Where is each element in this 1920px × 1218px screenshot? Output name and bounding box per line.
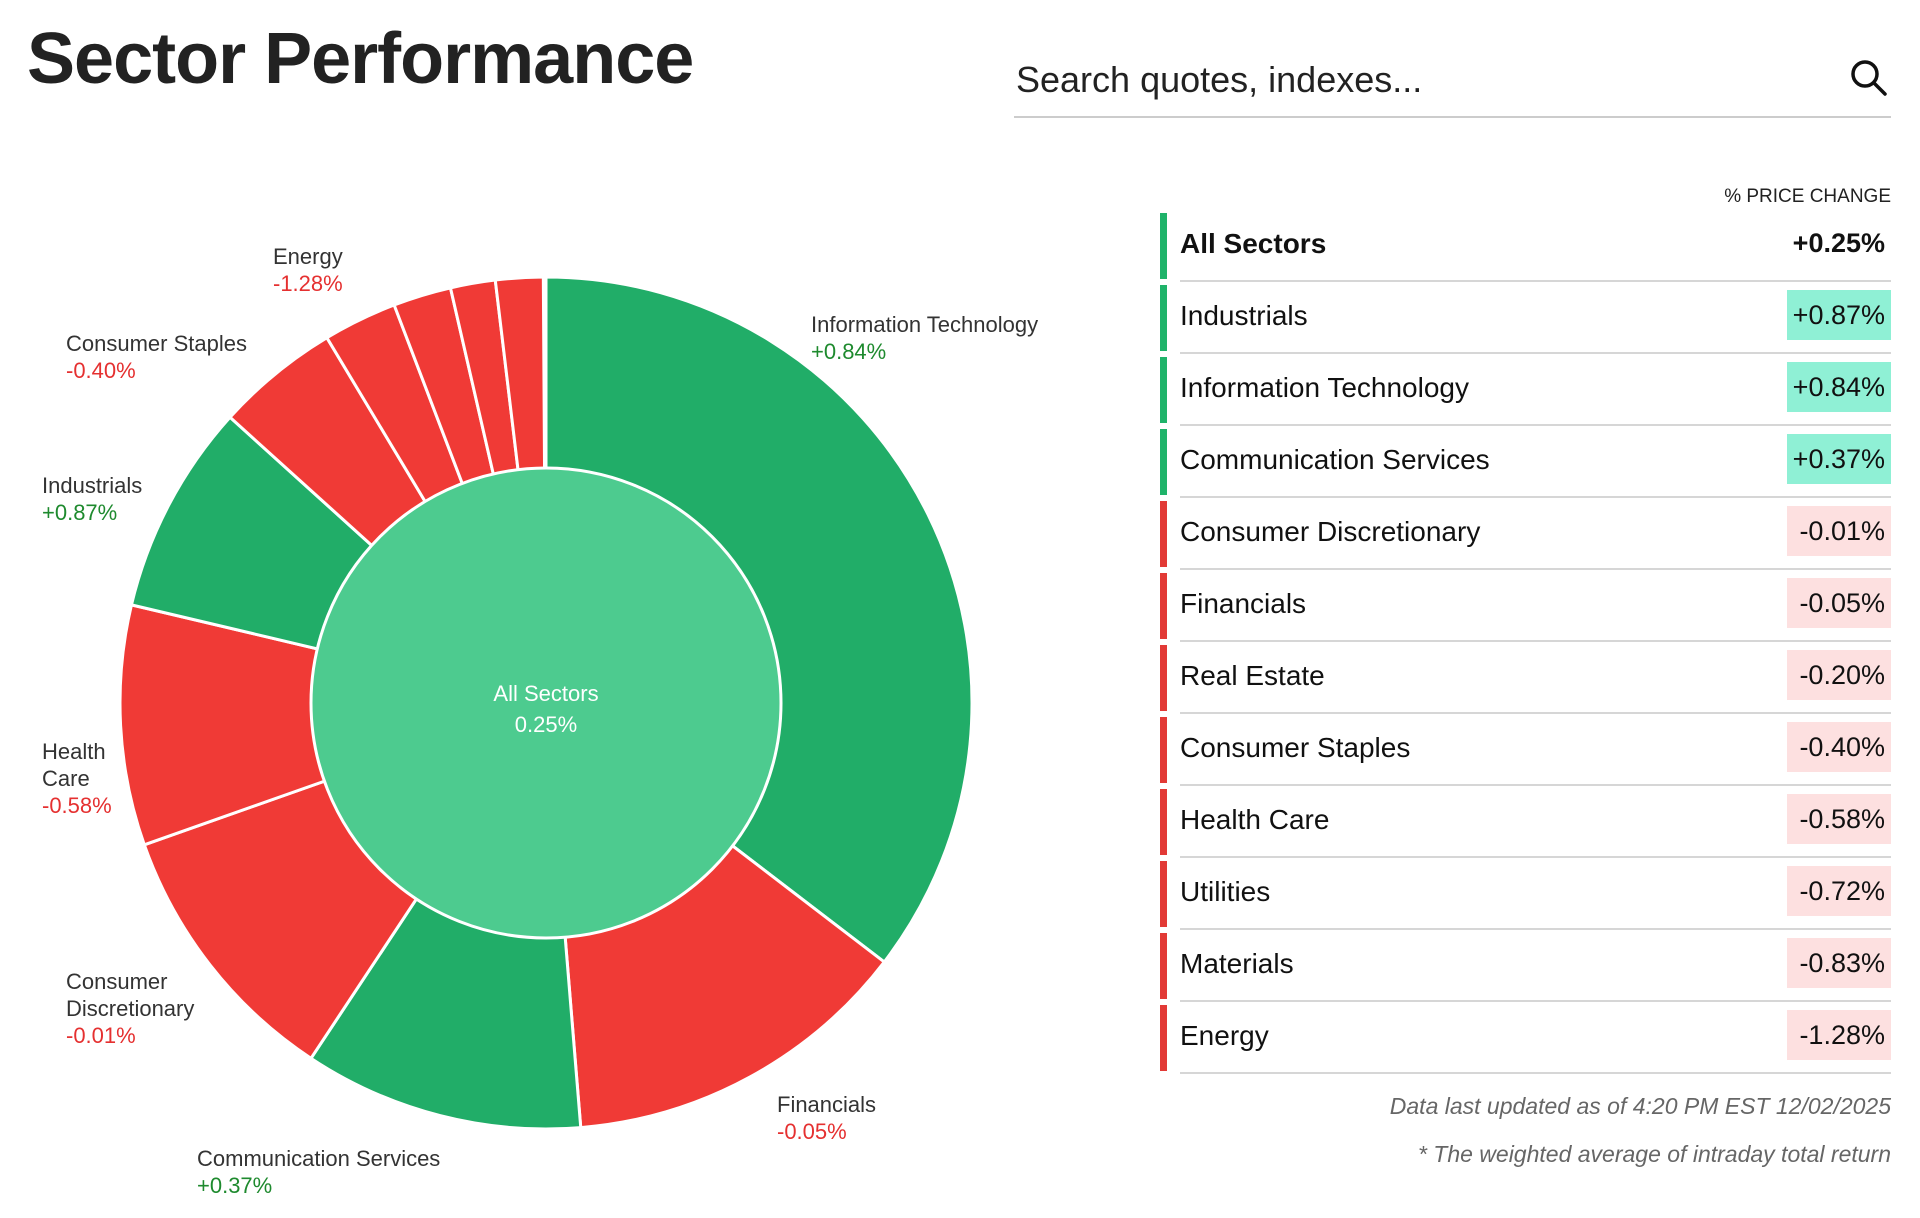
sector-name: Real Estate: [1180, 660, 1325, 691]
row-divider: [1180, 784, 1891, 786]
label-name: Industrials: [42, 473, 143, 498]
center-all-sectors[interactable]: [309, 466, 783, 940]
row-divider: [1180, 1000, 1891, 1002]
row-divider: [1180, 712, 1891, 714]
label-name: Financials: [777, 1092, 877, 1117]
table-row[interactable]: Information Technology +0.84%: [1160, 354, 1891, 426]
table-row[interactable]: Consumer Discretionary -0.01%: [1160, 498, 1891, 570]
label-value: -0.05%: [777, 1119, 847, 1144]
sector-name: Health Care: [1180, 804, 1330, 835]
label-value: -0.58%: [42, 793, 112, 818]
sector-name: Industrials: [1180, 300, 1308, 331]
page-title: Sector Performance: [27, 19, 694, 99]
price-change-badge: +0.87%: [1786, 290, 1891, 340]
row-indicator-bar: [1160, 501, 1167, 567]
center-value: 0.25%: [515, 712, 577, 737]
row-indicator-bar: [1160, 285, 1167, 351]
sector-name: Information Technology: [1180, 372, 1469, 403]
search-bar: [1014, 48, 1891, 118]
label-health-care: Health Care -0.58%: [42, 738, 112, 819]
row-divider: [1180, 352, 1891, 354]
label-name: Care: [42, 766, 90, 791]
sector-name: Energy: [1180, 1020, 1269, 1051]
table-row[interactable]: Energy -1.28%: [1160, 1002, 1891, 1074]
row-indicator-bar: [1160, 645, 1167, 711]
label-name: Health: [42, 739, 106, 764]
price-change-badge: -0.40%: [1787, 722, 1891, 772]
row-divider: [1180, 856, 1891, 858]
footnote: * The weighted average of intraday total…: [1417, 1141, 1891, 1167]
label-value: +0.87%: [42, 500, 118, 525]
label-industrials: Industrials +0.87%: [42, 472, 142, 526]
price-change-badge: -0.58%: [1787, 794, 1891, 844]
table-row[interactable]: Real Estate -0.20%: [1160, 642, 1891, 714]
sector-name: Financials: [1180, 588, 1307, 619]
row-divider: [1180, 928, 1891, 930]
row-divider: [1180, 568, 1891, 570]
label-energy: Energy -1.28%: [273, 243, 343, 297]
row-divider: [1180, 640, 1891, 642]
sector-name: Consumer Discretionary: [1180, 516, 1481, 547]
row-divider: [1180, 424, 1891, 426]
label-consumer-discretionary: Consumer Discretionary -0.01%: [66, 968, 194, 1049]
table-row[interactable]: Industrials +0.87%: [1160, 282, 1891, 354]
price-change-badge: -0.83%: [1787, 938, 1891, 988]
sector-name: Utilities: [1180, 876, 1271, 907]
label-name: Communication Services: [197, 1146, 441, 1171]
label-name: Consumer: [66, 969, 168, 994]
table-row[interactable]: Materials -0.83%: [1160, 930, 1891, 1002]
row-indicator-bar: [1160, 789, 1167, 855]
price-change-badge: +0.37%: [1786, 434, 1891, 484]
label-communication-services: Communication Services +0.37%: [197, 1145, 440, 1199]
sector-name: Consumer Staples: [1180, 732, 1411, 763]
price-change-badge: -0.72%: [1787, 866, 1891, 916]
row-divider: [1180, 1072, 1891, 1074]
label-value: +0.84%: [811, 339, 887, 364]
label-value: -0.01%: [66, 1023, 136, 1048]
label-consumer-staples: Consumer Staples -0.40%: [66, 330, 247, 384]
label-value: +0.37%: [197, 1173, 273, 1198]
row-indicator-bar: [1160, 933, 1167, 999]
row-divider: [1180, 280, 1891, 282]
row-indicator-bar: [1160, 357, 1167, 423]
label-name: Energy: [273, 244, 343, 269]
table-row-total[interactable]: All Sectors +0.25%: [1160, 210, 1891, 282]
label-name: Discretionary: [66, 996, 195, 1021]
sector-name: All Sectors: [1180, 228, 1327, 259]
last-updated: Data last updated as of 4:20 PM EST 12/0…: [1389, 1093, 1891, 1119]
column-header: % PRICE CHANGE: [1724, 186, 1891, 207]
sector-name: Communication Services: [1180, 444, 1490, 475]
price-change-badge: -0.05%: [1787, 578, 1891, 628]
label-value: -0.40%: [66, 358, 136, 383]
sector-donut-chart: All Sectors 0.25%: [118, 275, 974, 1131]
row-indicator-bar: [1160, 213, 1167, 279]
row-indicator-bar: [1160, 717, 1167, 783]
row-indicator-bar: [1160, 573, 1167, 639]
row-indicator-bar: [1160, 1005, 1167, 1071]
row-divider: [1180, 496, 1891, 498]
label-value: -1.28%: [273, 271, 343, 296]
price-change-badge: -1.28%: [1787, 1010, 1891, 1060]
price-change-badge: -0.01%: [1787, 506, 1891, 556]
table-row[interactable]: Financials -0.05%: [1160, 570, 1891, 642]
label-information-technology: Information Technology +0.84%: [811, 311, 1038, 365]
price-change-badge: -0.20%: [1787, 650, 1891, 700]
label-financials: Financials -0.05%: [777, 1091, 876, 1145]
price-change-badge: +0.84%: [1786, 362, 1891, 412]
label-name: Consumer Staples: [66, 331, 247, 356]
table-row[interactable]: Consumer Staples -0.40%: [1160, 714, 1891, 786]
table-row[interactable]: Utilities -0.72%: [1160, 858, 1891, 930]
table-row[interactable]: Communication Services +0.37%: [1160, 426, 1891, 498]
row-indicator-bar: [1160, 429, 1167, 495]
label-name: Information Technology: [811, 312, 1039, 337]
search-input[interactable]: [1014, 54, 1818, 106]
search-icon[interactable]: [1847, 56, 1891, 100]
table-row[interactable]: Health Care -0.58%: [1160, 786, 1891, 858]
sector-name: Materials: [1180, 948, 1294, 979]
price-change-badge: +0.25%: [1792, 228, 1885, 258]
row-indicator-bar: [1160, 861, 1167, 927]
center-label: All Sectors: [493, 681, 598, 706]
